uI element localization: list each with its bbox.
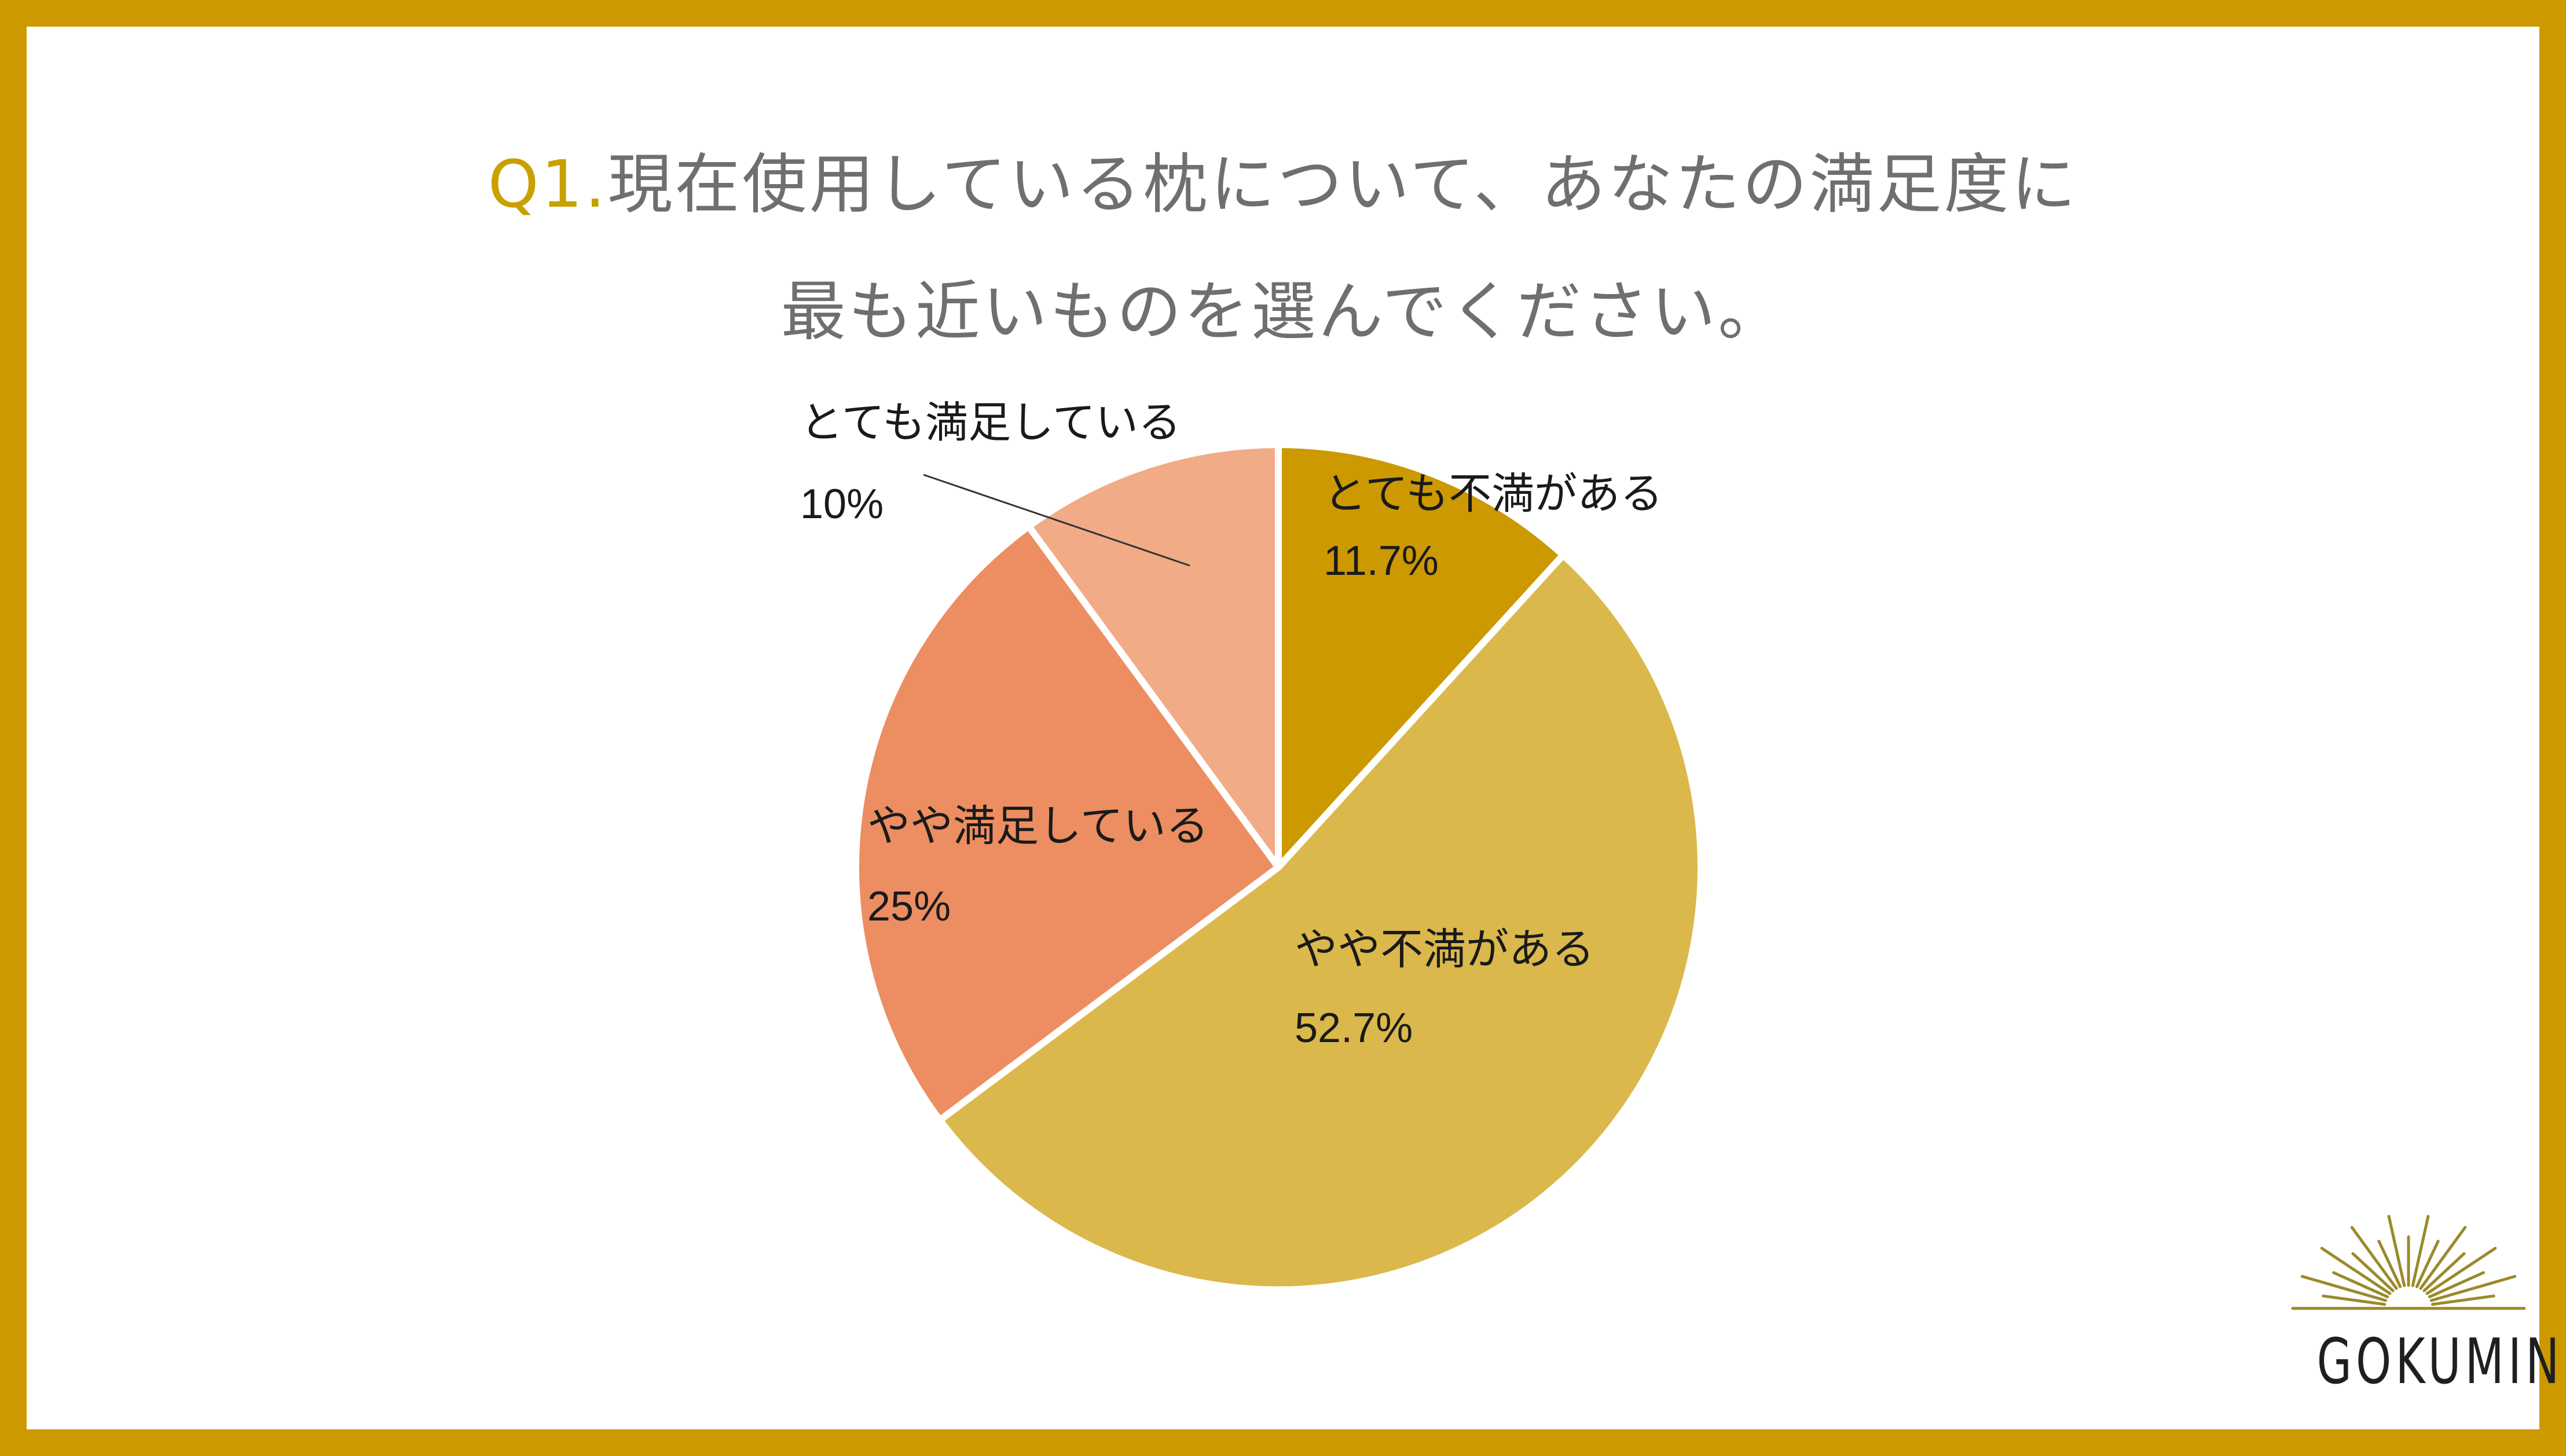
sunburst-ray [2351, 1252, 2395, 1292]
sunburst-ray [2431, 1294, 2495, 1306]
pie-slice-very-satisfied [1025, 441, 1282, 871]
sunburst-ray [2332, 1271, 2389, 1299]
sunburst-ray [2415, 1239, 2440, 1289]
pie-slices [852, 441, 1705, 1293]
sunburst-icon [2291, 1215, 2526, 1310]
sunburst-ray [2425, 1246, 2497, 1295]
pie-labels: とても不満がある 11.7% やや不満がある 52.7% やや満足している 25% とても満… [800, 398, 1663, 1051]
slice-label-somewhat-dissatisfied: やや不満がある [1295, 925, 1594, 974]
sunburst-ray [2411, 1215, 2430, 1288]
slice-label-very-satisfied: とても満足している [800, 398, 1181, 448]
question-text-line-1: 現在使用している枕について、あなたの満足度に [607, 147, 2079, 222]
leader-line [923, 474, 1190, 567]
question-text-line-2: 最も近いものを選んでください。 [780, 274, 1786, 350]
sunburst-ray [2387, 1215, 2406, 1288]
chart-title-line-1: Q1.現在使用している枕について、あなたの満足度に [0, 132, 2566, 226]
slice-label-somewhat-satisfied: やや満足している [867, 801, 1209, 851]
sunburst-ray [2322, 1294, 2387, 1306]
sunburst-ray [2422, 1252, 2466, 1292]
slice-value-somewhat-dissatisfied: 52.7% [1295, 1005, 1413, 1051]
sunburst-ray [2320, 1246, 2392, 1295]
pie-slice-very-dissatisfied [1275, 441, 1567, 871]
sunburst-ray [2428, 1271, 2485, 1299]
slice-value-very-dissatisfied: 11.7% [1324, 538, 1439, 584]
pie-slice-somewhat-dissatisfied [936, 551, 1705, 1293]
sunburst-ray [2419, 1226, 2467, 1290]
gokumin-logo: GOKUMIN [2281, 1187, 2564, 1407]
sunburst-ray [2429, 1275, 2517, 1302]
pie-slice-somewhat-satisfied [852, 523, 1282, 1124]
sunburst-ray [2350, 1226, 2398, 1290]
sunburst-ray [2377, 1239, 2402, 1289]
logo-text: GOKUMIN [2316, 1326, 2564, 1398]
question-number: Q1. [487, 147, 608, 222]
sunburst-ray [2300, 1275, 2388, 1302]
slice-value-very-satisfied: 10% [800, 481, 884, 527]
chart-title-line-2: 最も近いものを選んでください。 [0, 259, 2566, 353]
slice-label-very-dissatisfied: とても不満がある [1324, 469, 1663, 519]
slice-value-somewhat-satisfied: 25% [867, 883, 951, 930]
